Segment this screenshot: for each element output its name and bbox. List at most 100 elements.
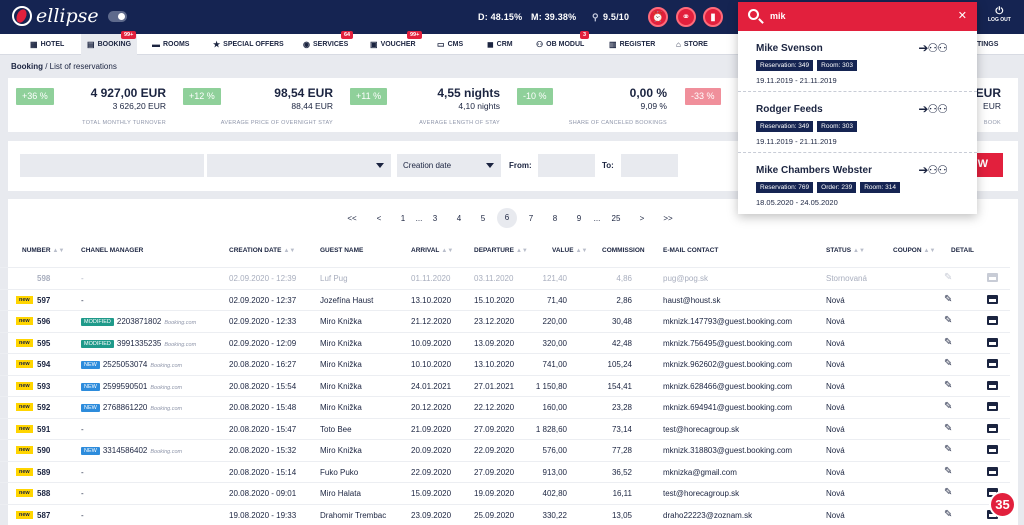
sort-icon: ▲▼: [515, 248, 528, 254]
edit-icon[interactable]: ✎: [944, 379, 953, 391]
cell-arrival: 21.12.2020: [411, 317, 452, 326]
power-icon: ⏻: [995, 6, 1004, 17]
page-link[interactable]: 3: [432, 214, 438, 223]
nav-register[interactable]: ▥ REGISTER: [609, 34, 655, 55]
col-number[interactable]: NUMBER ▲▼: [22, 247, 64, 254]
guests-icon: ➔⚇⚇: [918, 41, 948, 55]
page-prev[interactable]: <: [376, 214, 382, 223]
edit-icon[interactable]: ✎: [944, 487, 953, 498]
close-icon[interactable]: ✕: [957, 10, 967, 22]
edit-icon[interactable]: ✎: [944, 315, 953, 326]
search-result[interactable]: Rodger Feeds ➔⚇⚇ Reservation: 349 Room: …: [738, 92, 977, 153]
cell-guest: Fuko Puko: [320, 467, 359, 477]
page-current[interactable]: 6: [497, 208, 517, 228]
nav-services[interactable]: ◉ SERVICES 64: [303, 31, 354, 55]
nav-settings[interactable]: TINGS: [977, 34, 998, 55]
edit-icon[interactable]: ✎: [944, 465, 953, 477]
to-date-input[interactable]: [621, 154, 678, 177]
edit-icon[interactable]: ✎: [944, 293, 953, 305]
bed-icon[interactable]: [987, 402, 998, 411]
table-row[interactable]: new 593 NEW 2599590501 Booking.com 20.08.2020…: [0, 374, 1010, 396]
col-arrival[interactable]: ARRIVAL ▲▼: [411, 247, 453, 254]
edit-icon[interactable]: ✎: [944, 444, 953, 455]
table-row[interactable]: new 587 - 19.08.2020 - 19:33 Drahomir Tremba…: [0, 503, 1010, 525]
edit-icon[interactable]: ✎: [944, 508, 953, 520]
nav-crm[interactable]: ◼ CRM: [487, 34, 513, 55]
col-guest-name: GUEST NAME: [320, 247, 363, 254]
page-link[interactable]: 4: [456, 214, 462, 223]
nav-voucher[interactable]: ▣ VOUCHER 99+: [370, 31, 423, 55]
cell-created: 20.08.2020 - 09:01: [229, 489, 297, 498]
nav-special-offers[interactable]: ★ SPECIAL OFFERS: [213, 34, 284, 55]
page-link[interactable]: 7: [528, 214, 534, 223]
bed-icon[interactable]: [987, 273, 998, 282]
page-last[interactable]: >>: [663, 214, 673, 223]
nav-rooms[interactable]: ▬ ROOMS: [152, 34, 189, 55]
status-filter-select[interactable]: [207, 154, 391, 177]
table-row[interactable]: new 590 NEW 3314586402 Booking.com 20.08.2020…: [0, 439, 1010, 460]
page-link[interactable]: 25: [611, 214, 621, 223]
chat-badge-button[interactable]: 35: [989, 491, 1016, 518]
mode-toggle[interactable]: [108, 11, 127, 22]
edit-icon[interactable]: ✎: [944, 272, 953, 283]
result-dates: 18.05.2020 - 24.05.2020: [756, 198, 838, 207]
chart-icon[interactable]: ▮: [703, 7, 723, 27]
search-filter-input[interactable]: [20, 154, 204, 177]
col-label: DETAIL: [951, 247, 974, 254]
table-row[interactable]: new 597 - 02.09.2020 - 12:37 Jozefína Haust 1…: [0, 288, 1010, 310]
search-input[interactable]: mik: [770, 11, 786, 21]
from-date-input[interactable]: [538, 154, 595, 177]
nav-cms[interactable]: ▭ CMS: [437, 34, 463, 55]
table-row[interactable]: new 588 - 20.08.2020 - 09:01 Miro Halata 15.0…: [0, 482, 1010, 503]
col-creation-date[interactable]: CREATION DATE ▲▼: [229, 247, 295, 254]
col-coupon[interactable]: COUPON ▲▼: [893, 247, 935, 254]
channel-source: Booking.com: [150, 406, 183, 412]
page-first[interactable]: <<: [347, 214, 357, 223]
bed-icon[interactable]: [987, 466, 998, 476]
alarm-icon[interactable]: ⏰: [648, 7, 668, 27]
result-chip: Room: 303: [817, 121, 857, 132]
bed-icon[interactable]: [987, 380, 998, 390]
bed-icon[interactable]: [987, 445, 998, 454]
table-row[interactable]: new 592 NEW 2768861220 Booking.com 20.08.2020…: [0, 396, 1010, 417]
date-type-select[interactable]: Creation date: [397, 154, 501, 177]
bed-icon[interactable]: [987, 359, 998, 368]
bed-icon[interactable]: [987, 316, 998, 325]
col-value[interactable]: VALUE ▲▼: [552, 247, 587, 254]
page-link[interactable]: 9: [576, 214, 582, 223]
page-link[interactable]: 8: [552, 214, 558, 223]
cell-arrival: 21.09.2020: [411, 424, 452, 434]
cell-cm: -: [81, 424, 84, 434]
nav-hotel[interactable]: ▦ HOTEL: [30, 34, 64, 55]
edit-icon[interactable]: ✎: [944, 358, 953, 369]
logout-button[interactable]: ⏻ LOG OUT: [988, 6, 1011, 24]
page-next[interactable]: >: [639, 214, 645, 223]
logo[interactable]: ellipse: [12, 5, 99, 27]
nav-booking[interactable]: ▤ BOOKING 99+: [81, 31, 138, 55]
table-row[interactable]: new 591 - 20.08.2020 - 15:47 Toto Bee 21.09.2…: [0, 417, 1010, 439]
bed-icon[interactable]: [987, 294, 998, 304]
breadcrumb-section[interactable]: Booking: [11, 62, 43, 71]
edit-icon[interactable]: ✎: [944, 422, 953, 434]
edit-icon[interactable]: ✎: [944, 401, 953, 412]
edit-icon[interactable]: ✎: [944, 336, 953, 348]
page-link[interactable]: 5: [480, 214, 486, 223]
cell-number: 595: [37, 338, 51, 348]
table-row[interactable]: new 595 MODIFIED 3991335235 Booking.com 02.09…: [0, 331, 1010, 353]
nav-store[interactable]: ⌂ STORE: [676, 34, 708, 55]
col-departure[interactable]: DEPARTURE ▲▼: [474, 247, 528, 254]
table-row[interactable]: new 594 NEW 2525053074 Booking.com 20.08.2020…: [0, 353, 1010, 374]
binoculars-icon[interactable]: ⚭: [676, 7, 696, 27]
bed-icon[interactable]: [987, 423, 998, 433]
bed-icon[interactable]: [987, 337, 998, 347]
search-result[interactable]: Mike Svenson ➔⚇⚇ Reservation: 349 Room: …: [738, 31, 977, 92]
col-status[interactable]: STATUS ▲▼: [826, 247, 865, 254]
table-row[interactable]: 598 - 02.09.2020 - 12:39 Luf Pug 01.11.2020 0…: [0, 267, 1010, 288]
col-detail: DETAIL: [951, 247, 974, 254]
cell-number: 596: [37, 317, 51, 326]
nav-ob-modul[interactable]: ⚇ OB MODUL 3: [536, 31, 590, 55]
page-link[interactable]: 1: [400, 214, 406, 223]
table-row[interactable]: new 589 - 20.08.2020 - 15:14 Fuko Puko 22.09.…: [0, 460, 1010, 482]
search-result[interactable]: Mike Chambers Webster ➔⚇⚇ Reservation: 7…: [738, 153, 977, 214]
table-row[interactable]: new 596 MODIFIED 2203871802 Booking.com 02.09…: [0, 310, 1010, 331]
